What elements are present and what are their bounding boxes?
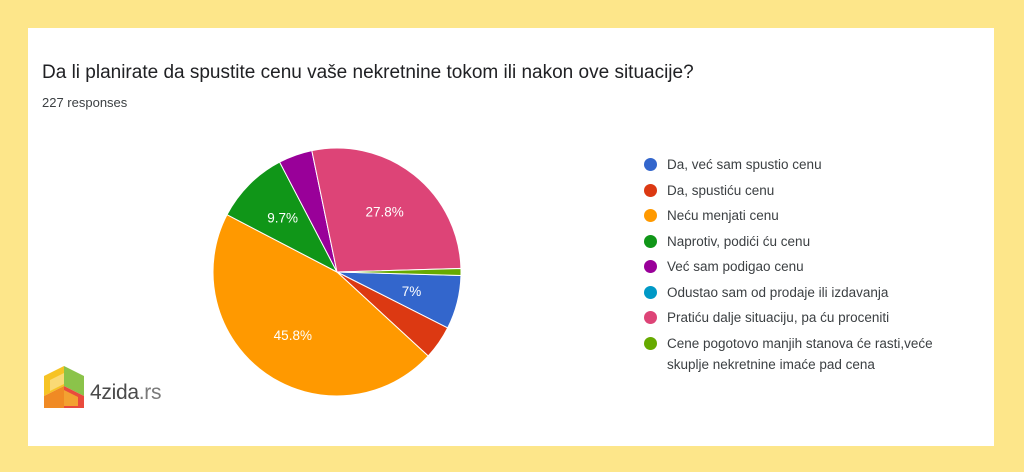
legend-item: Neću menjati cenu xyxy=(644,205,974,226)
pie-chart: 7% 45.8% 9.7% 27.8% xyxy=(212,147,462,397)
pie-slice-label: 9.7% xyxy=(267,211,298,226)
legend-item: Naprotiv, podići ću cenu xyxy=(644,231,974,252)
legend-item: Da, već sam spustio cenu xyxy=(644,154,974,175)
legend-color-swatch xyxy=(644,234,657,248)
logo-wordmark: 4zida.rs xyxy=(90,381,161,405)
legend-color-swatch xyxy=(644,183,657,197)
legend-color-swatch xyxy=(644,158,657,171)
pie-slice-label: 27.8% xyxy=(366,205,404,220)
pie-slice xyxy=(311,147,462,273)
question-title: Da li planirate da spustite cenu vaše ne… xyxy=(42,62,694,83)
legend-color-swatch xyxy=(644,209,657,222)
legend-item: Da, spustiću cenu xyxy=(644,180,974,201)
pie-slice xyxy=(336,267,462,276)
logo-tld: .rs xyxy=(138,381,162,404)
logo-cubes-icon xyxy=(44,366,84,408)
legend-label: Da, već sam spustio cenu xyxy=(667,157,822,172)
responses-count: 227 responses xyxy=(42,95,128,110)
legend-label: Da, spustiću cenu xyxy=(667,182,775,198)
legend-label: Pratiću dalje situaciju, pa ću proceniti xyxy=(667,310,890,325)
legend-label: Već sam podigao cenu xyxy=(667,259,804,274)
legend-label: Naprotiv, podići ću cenu xyxy=(667,233,811,249)
legend-label: Odustao sam od prodaje ili izdavanja xyxy=(667,284,889,300)
pie-slice xyxy=(226,161,339,274)
logo-name: 4zida xyxy=(90,381,139,404)
legend-label: Cene pogotovo manjih stanova će rasti,ve… xyxy=(667,335,933,372)
legend-color-swatch xyxy=(644,336,657,350)
legend-item: Već sam podigao cenu xyxy=(644,256,974,277)
legend-label: Neću menjati cenu xyxy=(667,208,779,223)
legend-item: Cene pogotovo manjih stanova će rasti,ve… xyxy=(644,333,974,375)
legend-item: Pratiću dalje situaciju, pa ću proceniti xyxy=(644,307,974,328)
pie-slice-label: 45.8% xyxy=(274,328,312,343)
form-response-card: Da li planirate da spustite cenu vaše ne… xyxy=(28,28,994,446)
legend-color-swatch xyxy=(644,285,657,299)
pie-slice xyxy=(212,214,429,397)
brand-logo: 4zida.rs xyxy=(42,348,182,428)
pie-slice-label: 7% xyxy=(402,284,422,299)
legend-item: Odustao sam od prodaje ili izdavanja xyxy=(644,282,974,303)
legend-color-swatch xyxy=(644,260,657,273)
legend-color-swatch xyxy=(644,311,657,324)
chart-legend: Da, već sam spustio cenu Da, spustiću cen… xyxy=(644,154,974,379)
